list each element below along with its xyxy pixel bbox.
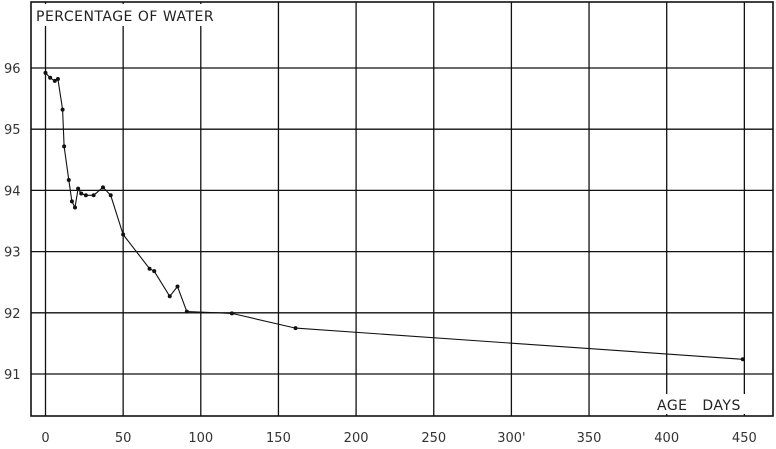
x-tick-label: 150 (266, 431, 291, 446)
x-axis-label: AGE DAYS (657, 398, 741, 414)
data-point (184, 309, 189, 314)
data-point (83, 193, 88, 198)
data-point (76, 186, 81, 191)
x-tick-label: 250 (421, 431, 446, 446)
xlabel-backdrop (638, 394, 770, 414)
data-point (229, 311, 234, 316)
plot-frame (30, 1, 774, 417)
data-point (60, 107, 65, 112)
data-point (293, 326, 298, 331)
y-tick-labels: 91 92 93 94 95 96 (4, 62, 21, 383)
y-tick-label: 94 (4, 184, 21, 199)
data-point (79, 191, 84, 196)
data-point (167, 294, 172, 299)
x-tick-label: 100 (188, 431, 213, 446)
data-point (147, 266, 152, 271)
data-point (55, 77, 60, 82)
x-tick-label: 350 (577, 431, 602, 446)
y-tick-label: 91 (4, 368, 21, 383)
x-tick-label: 450 (732, 431, 757, 446)
series-line (45, 72, 743, 360)
y-tick-label: 92 (4, 307, 21, 322)
data-point (108, 193, 113, 198)
data-point (43, 70, 48, 75)
data-point (73, 205, 78, 210)
x-tick-labels: 0 50 100 150 200 250 300' 350 400 450 (41, 431, 756, 446)
title-backdrop (34, 4, 246, 26)
y-gridlines (31, 67, 773, 375)
data-point (740, 357, 745, 362)
y-tick-label: 93 (4, 246, 21, 261)
data-point (121, 232, 126, 237)
chart-title: PERCENTAGE OF WATER (36, 9, 214, 25)
x-tick-label: 50 (115, 431, 132, 446)
y-tick-label: 95 (4, 123, 21, 138)
data-point (100, 185, 105, 190)
data-point (69, 199, 74, 204)
x-gridlines (44, 2, 745, 416)
data-point (91, 193, 96, 198)
x-tick-label: 0 (41, 431, 49, 446)
x-tick-label: 400 (654, 431, 679, 446)
data-point (175, 284, 180, 289)
data-point (48, 75, 53, 80)
data-point (66, 177, 71, 182)
data-point (152, 269, 157, 274)
y-tick-label: 96 (4, 62, 21, 77)
x-tick-label: 300' (497, 431, 525, 446)
data-point (52, 78, 57, 83)
data-points (43, 70, 745, 362)
data-point (62, 144, 67, 149)
x-tick-label: 200 (344, 431, 369, 446)
